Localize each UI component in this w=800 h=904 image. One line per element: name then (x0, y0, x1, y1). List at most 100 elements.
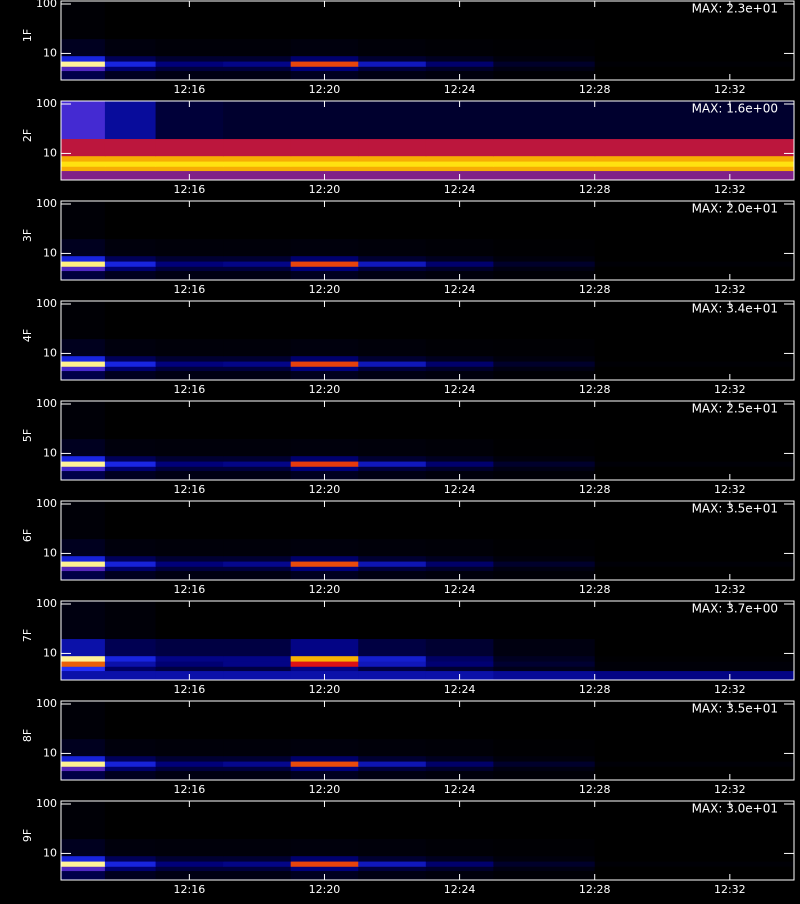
heatmap-cell (425, 555, 494, 562)
heatmap-cell (358, 1, 427, 40)
heatmap-cell (104, 561, 157, 567)
heatmap-cell (358, 755, 427, 762)
heatmap-cell (425, 501, 494, 540)
x-tick-label: 12:32 (714, 883, 746, 896)
heatmap-cell (358, 301, 427, 340)
heatmap-cell (61, 201, 106, 240)
annotation: MAX: 3.7e+00 (692, 602, 778, 616)
heatmap-cell (223, 1, 292, 40)
y-tick-label: 10 (43, 446, 57, 459)
heatmap-cell (358, 270, 427, 281)
heatmap-cell (594, 101, 795, 140)
y-tick-label: 100 (36, 397, 57, 410)
x-tick-label: 12:32 (714, 783, 746, 796)
y-tick-label: 10 (43, 846, 57, 859)
heatmap-cell (223, 266, 292, 272)
heatmap-cell (104, 766, 157, 772)
heatmap-cell (425, 855, 494, 862)
x-tick-label: 12:24 (444, 783, 476, 796)
x-tick-label: 12:20 (309, 283, 341, 296)
heatmap-cell (358, 855, 427, 862)
heatmap-cell (223, 801, 292, 840)
heatmap-cell (425, 655, 494, 662)
heatmap-cell (104, 55, 157, 62)
x-tick-label: 12:24 (444, 83, 476, 96)
heatmap-cell (493, 461, 596, 467)
heatmap-cell (425, 166, 494, 172)
heatmap-cell (61, 555, 106, 562)
heatmap-cell (493, 301, 596, 340)
heatmap-cell (155, 661, 224, 667)
heatmap-cell (594, 266, 795, 272)
heatmap-cell (104, 855, 157, 862)
heatmap-cell (104, 655, 157, 662)
heatmap-cell (104, 355, 157, 362)
heatmap-cell (104, 155, 157, 162)
heatmap-cell (425, 666, 494, 672)
heatmap-cell (223, 570, 292, 581)
y-tick-label: 100 (36, 497, 57, 510)
heatmap-cell (425, 1, 494, 40)
heatmap-cell (594, 238, 795, 257)
heatmap-cell (104, 238, 157, 257)
heatmap-cell (425, 66, 494, 72)
heatmap-cell (61, 838, 106, 857)
heatmap-cell (104, 161, 157, 167)
heatmap-cell (290, 761, 359, 767)
heatmap-cell (290, 366, 359, 372)
panel: 12:16 12:20 12:24 12:28 12:32 10 100 8F MAX: 3.5… (21, 697, 795, 796)
heatmap-cell (425, 55, 494, 62)
heatmap-cell (425, 466, 494, 472)
heatmap-cell (493, 161, 596, 167)
heatmap-cell (104, 638, 157, 657)
heatmap-cell (61, 666, 106, 672)
heatmap-cell (290, 501, 359, 540)
x-tick-label: 12:20 (309, 183, 341, 196)
heatmap-cell (104, 661, 157, 667)
y-axis-label: 8F (21, 729, 34, 742)
heatmap-cell (358, 655, 427, 662)
heatmap-cell (104, 66, 157, 72)
heatmap-cell (61, 355, 106, 362)
heatmap-cell (594, 461, 795, 467)
heatmap-cell (290, 238, 359, 257)
heatmap-cell (358, 570, 427, 581)
heatmap-cell (61, 870, 106, 881)
x-tick-label: 12:32 (714, 183, 746, 196)
y-tick-label: 10 (43, 246, 57, 259)
x-tick-label: 12:16 (174, 383, 206, 396)
heatmap-cell (358, 661, 427, 667)
annotation: MAX: 3.5e+01 (692, 502, 778, 516)
heatmap-cell (425, 155, 494, 162)
heatmap-cell (594, 201, 795, 240)
heatmap-cell (493, 38, 596, 57)
heatmap-cell (104, 601, 157, 640)
heatmap-cell (493, 470, 596, 481)
heatmap-cell (290, 255, 359, 262)
heatmap-cell (493, 138, 596, 157)
heatmap-cell (223, 638, 292, 657)
heatmap-cell (493, 55, 596, 62)
heatmap-cell (290, 766, 359, 772)
y-tick-label: 100 (36, 0, 57, 10)
heatmap-cell (358, 66, 427, 72)
heatmap-cell (61, 238, 106, 257)
heatmap-cell (104, 470, 157, 481)
heatmap-cell (290, 561, 359, 567)
heatmap-cell (155, 701, 224, 740)
heatmap-cell (61, 66, 106, 72)
heatmap-cell (290, 266, 359, 272)
heatmap-cell (493, 601, 596, 640)
heatmap-cell (358, 161, 427, 167)
heatmap-cell (358, 670, 427, 681)
heatmap-cell (594, 438, 795, 457)
heatmap-cell (493, 370, 596, 381)
heatmap-cell (104, 738, 157, 757)
heatmap-cell (61, 101, 106, 140)
heatmap-cell (61, 861, 106, 867)
heatmap-cell (223, 155, 292, 162)
heatmap-cell (493, 170, 596, 181)
x-tick-label: 12:32 (714, 583, 746, 596)
heatmap-cell (155, 838, 224, 857)
heatmap-cell (223, 166, 292, 172)
